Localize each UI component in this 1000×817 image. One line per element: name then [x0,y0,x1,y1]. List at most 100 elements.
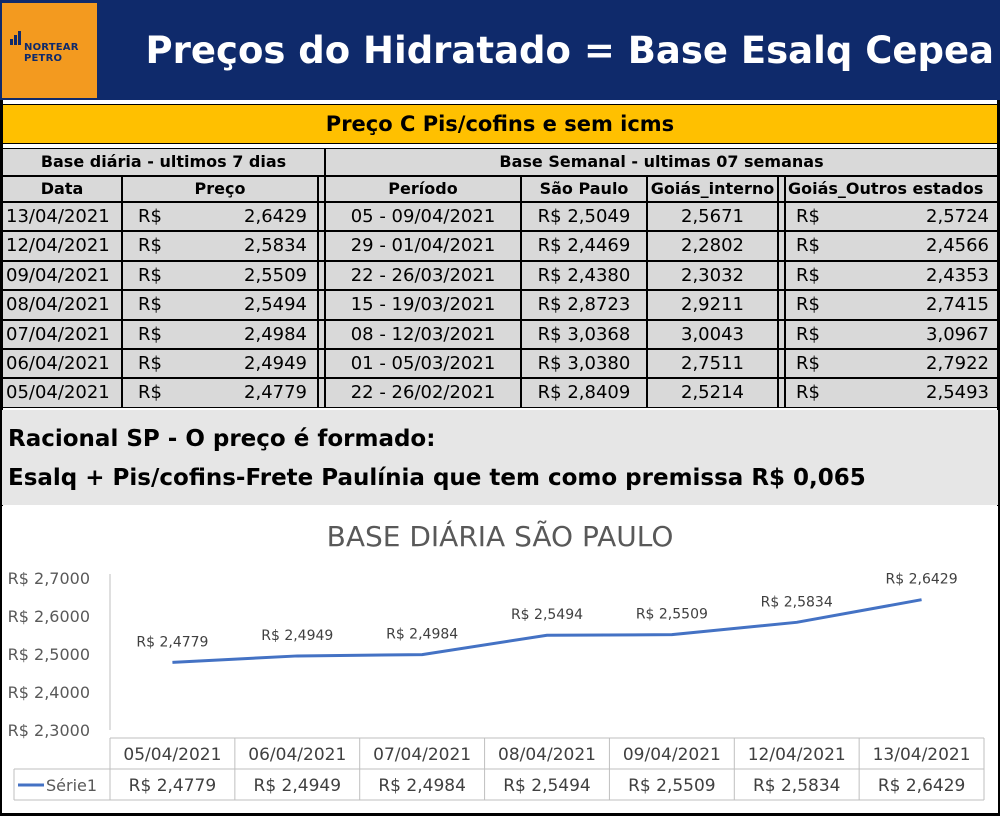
goias-outros-value: 2,7415 [926,291,989,319]
weekly-period-cell: 29 - 01/04/2021 [325,231,521,261]
col-header-period: Período [325,176,521,202]
logo-line2: PETRO [24,53,79,64]
goias-outros-value: 2,5724 [926,203,989,230]
daily-price-cell: R$ 2,5834 [122,231,318,261]
weekly-period-cell: 22 - 26/02/2021 [325,378,521,408]
line-chart: BASE DIÁRIA SÃO PAULO R$ 2,3000 R$ 2,4000 R… [2,506,998,813]
weekly-goias-outros-cell: R$2,5724 [785,202,998,231]
weekly-goias-outros-cell: R$ 2,4353 [785,261,998,290]
price-band: Preço C Pis/cofins e sem icms [2,104,998,144]
spacer-cell [778,231,785,261]
data-label: R$ 2,4779 [136,634,208,650]
daily-date-cell: 06/04/2021 [2,349,122,378]
spacer-cell [318,261,325,290]
weekly-period-cell: 22 - 26/03/2021 [325,261,521,290]
chart-title: BASE DIÁRIA SÃO PAULO [327,519,674,553]
weekly-goias-outros-cell: R$2,4566 [785,231,998,261]
page-title: Preços do Hidratado = Base Esalq Cepea [104,26,994,76]
weekly-period-cell: 15 - 19/03/2021 [325,290,521,320]
data-label: R$ 2,6429 [886,572,958,588]
weekly-period-cell: 01 - 05/03/2021 [325,349,521,378]
racional-box: Racional SP - O preço é formado: Esalq +… [2,410,998,505]
currency-label: R$ [796,321,820,348]
data-label: R$ 2,4984 [386,627,458,643]
weekly-sp-cell: R$ 2,4469 [521,231,647,261]
currency-label: R$ [138,291,162,319]
goias-outros-value: 3,0967 [926,321,989,348]
price-value: 2,5494 [244,291,307,319]
daily-price-cell: R$2,6429 [122,202,318,231]
daily-price-cell: R$2,4984 [122,320,318,349]
price-value: 2,5509 [244,262,307,289]
currency-label: R$ [138,379,162,407]
weekly-goias-outros-cell: R$ 2,5493 [785,378,998,408]
weekly-sp-cell: R$ 3,0380 [521,349,647,378]
x-category-label: 13/04/2021 [873,745,971,765]
table-value-cell: R$ 2,4984 [378,776,466,796]
chart-container: BASE DIÁRIA SÃO PAULO R$ 2,3000 R$ 2,4000 R… [2,506,998,813]
currency-label: R$ [138,232,162,260]
table-value-cell: R$ 2,4779 [129,776,217,796]
weekly-sp-cell: R$ 3,0368 [521,320,647,349]
price-value: 2,4984 [244,321,307,348]
weekly-goias-interno-cell: 3,0043 [647,320,778,349]
currency-label: R$ [138,350,162,377]
y-tick-label: R$ 2,5000 [8,645,90,664]
price-value: 2,4949 [244,350,307,377]
y-tick-label: R$ 2,3000 [8,721,90,740]
weekly-goias-interno-cell: 2,2802 [647,231,778,261]
spacer-cell [318,176,325,202]
daily-date-cell: 08/04/2021 [2,290,122,320]
daily-price-cell: R$ 2,5509 [122,261,318,290]
col-header-goias-outros: Goiás_Outros estados [785,176,998,202]
currency-label: R$ [796,291,820,319]
y-tick-label: R$ 2,4000 [8,683,90,702]
table-value-cell: R$ 2,6429 [878,776,966,796]
daily-date-cell: 13/04/2021 [2,202,122,231]
x-category-label: 08/04/2021 [498,745,596,765]
price-value: 2,5834 [244,232,307,260]
racional-line1: Racional SP - O preço é formado: [8,426,435,452]
data-label: R$ 2,4949 [261,628,333,644]
table-value-cell: R$ 2,4949 [254,776,342,796]
weekly-goias-outros-cell: R$ 3,0967 [785,320,998,349]
col-header-goias-interno: Goiás_interno [647,176,778,202]
spacer-cell [778,320,785,349]
weekly-sp-cell: R$ 2,4380 [521,261,647,290]
x-category-label: 09/04/2021 [623,745,721,765]
goias-outros-value: 2,5493 [926,379,989,407]
spacer-cell [318,320,325,349]
x-category-label: 12/04/2021 [748,745,846,765]
x-category-label: 05/04/2021 [123,745,221,765]
table-value-cell: R$ 2,5494 [503,776,591,796]
table-value-cell: R$ 2,5509 [628,776,716,796]
y-tick-label: R$ 2,6000 [8,607,90,626]
spacer-cell [778,176,785,202]
spacer-cell [778,378,785,408]
daily-date-cell: 09/04/2021 [2,261,122,290]
goias-outros-value: 2,7922 [926,350,989,377]
weekly-sp-cell: R$ 2,8409 [521,378,647,408]
weekly-section-title: Base Semanal - ultimas 07 semanas [325,148,998,176]
col-header-sao-paulo: São Paulo [521,176,647,202]
weekly-period-cell: 08 - 12/03/2021 [325,320,521,349]
daily-date-cell: 12/04/2021 [2,231,122,261]
col-header-price: Preço [122,176,318,202]
spacer-cell [318,202,325,231]
currency-label: R$ [796,262,820,289]
daily-date-cell: 07/04/2021 [2,320,122,349]
daily-date-cell: 05/04/2021 [2,378,122,408]
daily-price-cell: R$2,4779 [122,378,318,408]
table-value-cell: R$ 2,5834 [753,776,841,796]
spacer-cell [318,290,325,320]
data-label: R$ 2,5494 [511,607,583,623]
goias-outros-value: 2,4353 [926,262,989,289]
weekly-period-cell: 05 - 09/04/2021 [325,202,521,231]
col-header-date: Data [2,176,122,202]
currency-label: R$ [138,262,162,289]
daily-section-title: Base diária - ultimos 7 dias [2,148,325,176]
spacer-cell [778,202,785,231]
logo-text: NORTEAR PETRO [24,42,79,64]
weekly-goias-interno-cell: 2,3032 [647,261,778,290]
currency-label: R$ [796,379,820,407]
